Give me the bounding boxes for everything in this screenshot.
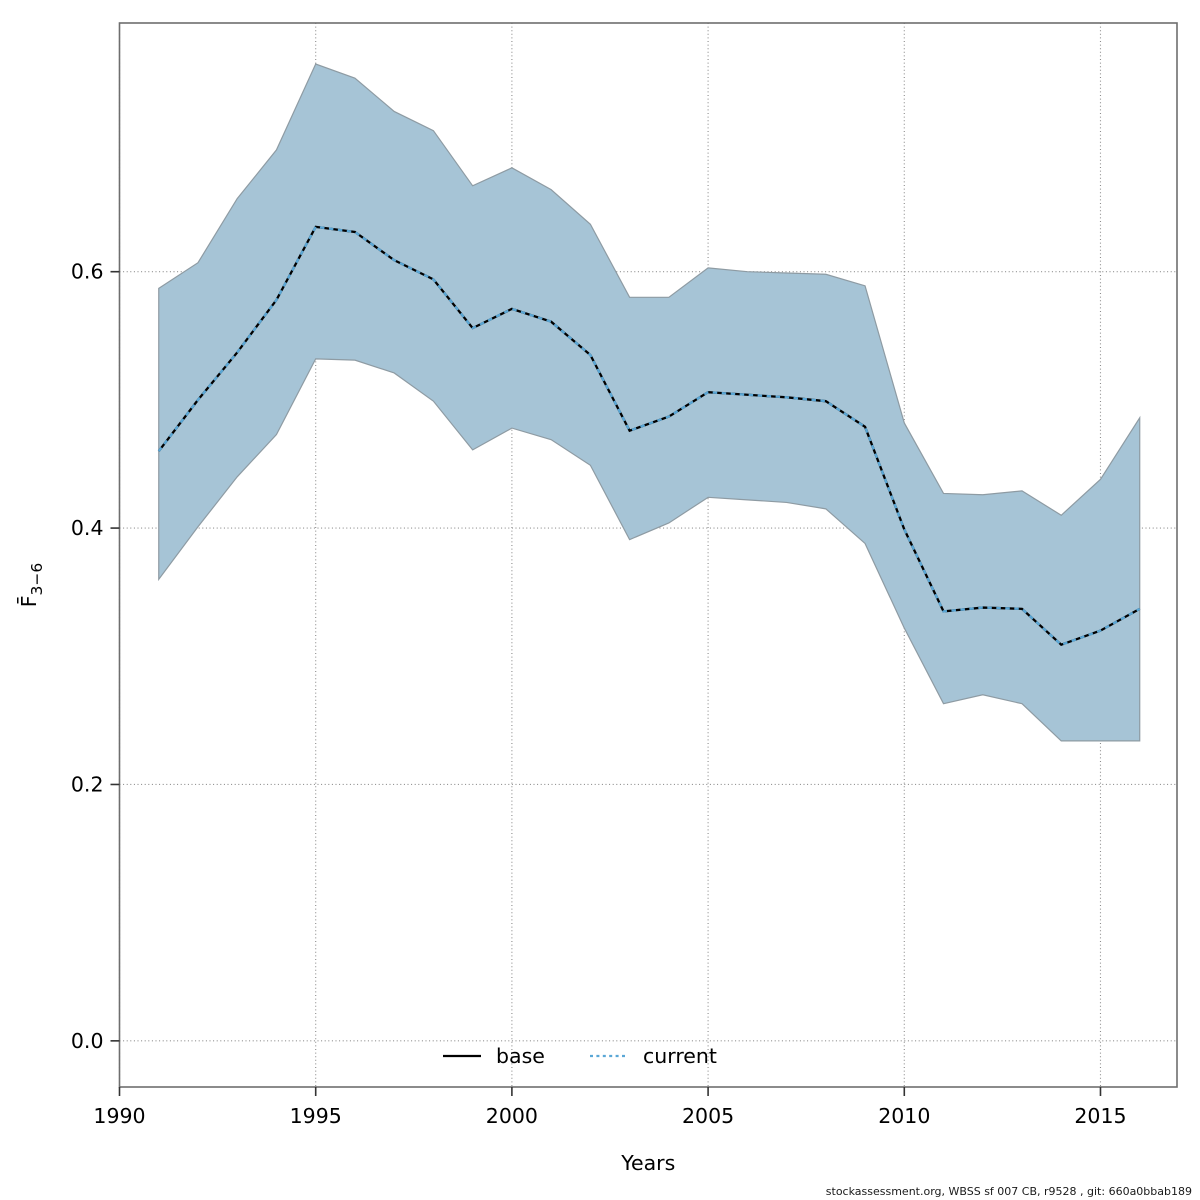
legend: base current: [443, 1044, 717, 1068]
y-axis-tick-label: 0.6: [71, 260, 104, 284]
legend-label-base: base: [496, 1044, 545, 1068]
x-axis-title: Years: [620, 1151, 675, 1175]
confidence-band: [158, 63, 1141, 742]
x-axis-tick-label: 2005: [682, 1104, 734, 1128]
legend-label-current: current: [643, 1044, 717, 1068]
y-axis-title: F̄3−6: [16, 563, 46, 608]
y-axis-tick-label: 0.4: [71, 516, 104, 540]
axes: 1990 1995 2000 2005 2010 2015 0.0 0.2 0.4 0.6: [71, 260, 1127, 1128]
x-axis-tick-label: 1995: [290, 1104, 342, 1128]
x-axis-tick-label: 1990: [93, 1104, 145, 1128]
x-axis-tick-label: 2010: [878, 1104, 930, 1128]
current-line: [157, 225, 1141, 647]
footer-credit: stockassessment.org, WBSS sf 007 CB, r95…: [825, 1185, 1192, 1198]
y-axis-tick-label: 0.0: [71, 1029, 104, 1053]
y-axis-tick-label: 0.2: [71, 772, 104, 796]
x-axis-tick-label: 2015: [1074, 1104, 1126, 1128]
x-axis-tick-label: 2000: [486, 1104, 538, 1128]
plot-box: [118, 22, 1178, 1088]
